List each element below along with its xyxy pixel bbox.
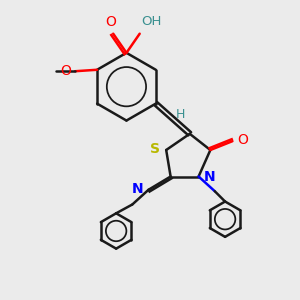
Text: O: O [105,15,116,29]
Text: O: O [61,64,71,78]
Text: N: N [132,182,143,196]
Text: H: H [176,108,185,121]
Text: S: S [150,142,160,156]
Text: N: N [203,170,215,184]
Text: OH: OH [141,15,161,28]
Text: O: O [237,133,248,147]
